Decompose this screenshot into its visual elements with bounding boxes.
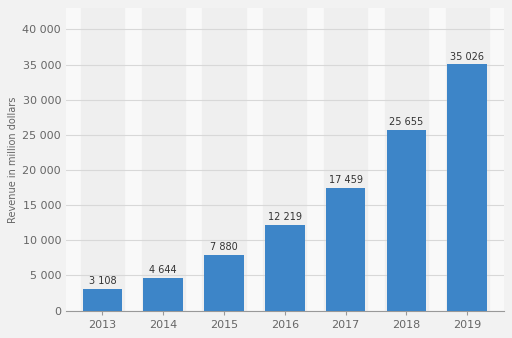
Bar [385,8,428,311]
Text: 7 880: 7 880 [210,242,238,252]
Text: 3 108: 3 108 [89,276,116,286]
Bar [326,188,366,311]
Text: 12 219: 12 219 [268,212,302,222]
Text: 35 026: 35 026 [450,52,484,62]
Bar [204,255,244,311]
Y-axis label: Revenue in million dollars: Revenue in million dollars [8,96,18,223]
Bar [387,130,426,311]
Bar [265,225,305,311]
Bar [445,8,489,311]
Bar [81,8,124,311]
Text: 17 459: 17 459 [329,175,362,185]
Text: 25 655: 25 655 [389,118,423,127]
Bar [143,278,183,311]
Bar [324,8,367,311]
Bar [447,65,487,311]
Bar [142,8,185,311]
Text: 4 644: 4 644 [150,265,177,275]
Bar [83,289,122,311]
Bar [202,8,246,311]
Bar [263,8,306,311]
